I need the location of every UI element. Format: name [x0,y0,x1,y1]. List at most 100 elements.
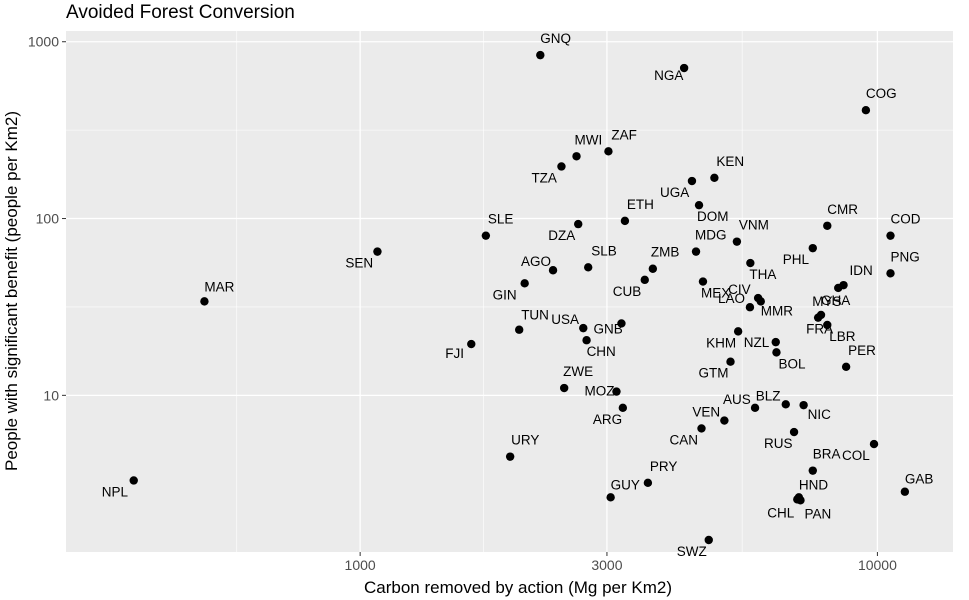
point-label-nga: NGA [654,68,683,83]
point-label-rus: RUS [764,436,793,451]
point-gnb [617,319,626,328]
point-label-tha: THA [749,267,776,282]
point-per [841,362,851,372]
point-label-moz: MOZ [584,384,614,399]
point-lao [745,303,755,312]
point-slb [584,263,593,272]
point-sen [373,247,382,256]
point-png [886,269,895,278]
point-nzl [771,337,780,347]
x-tick-label: 1000 [345,557,376,573]
point-eth [620,216,630,226]
point-zwe [559,383,569,393]
point-bra [808,466,817,475]
point-zmb [648,264,658,273]
point-aus [750,403,760,413]
point-swz [704,535,713,545]
point-mwi [572,152,581,161]
point-label-per: PER [848,343,876,358]
point-gtm [726,357,735,366]
point-dom [694,200,704,210]
point-label-ury: URY [511,433,539,448]
y-tick-label: 100 [36,211,60,227]
point-label-cod: COD [891,212,921,227]
y-tick-label: 10 [43,387,59,403]
point-cog [861,105,871,115]
point-blz [781,400,790,409]
point-label-can: CAN [669,432,698,447]
point-nga [679,63,689,73]
grid-lines [66,31,953,552]
point-tun [514,325,524,334]
point-guy [606,493,615,502]
point-ken [710,173,719,182]
plot-panel [66,31,953,552]
point-moz [612,387,621,396]
point-dza [574,219,583,229]
point-mys [834,283,843,293]
x-tick-label: 3000 [591,557,622,573]
point-pry [643,478,653,488]
point-mex [698,277,708,286]
point-fra [813,313,823,322]
point-cub [640,275,649,285]
point-label-aus: AUS [723,392,751,407]
point-label-dom: DOM [697,209,729,224]
axis-ticks: 1000 3000 10000 10 100 1000 [28,34,897,573]
point-label-cmr: CMR [827,202,858,217]
point-label-guy: GUY [611,477,640,492]
point-label-zaf: ZAF [611,127,637,142]
point-tha [746,258,755,268]
point-label-usa: USA [551,312,579,327]
point-label-swz: SWZ [677,544,707,559]
point-label-vnm: VNM [739,218,769,233]
point-label-gtm: GTM [699,366,729,381]
point-khm [733,327,743,336]
point-bol [772,348,781,357]
point-label-ago: AGO [521,254,551,269]
y-axis-title: People with significant benefit (people … [2,111,21,471]
x-axis-title: Carbon removed by action (Mg per Km2) [364,578,672,597]
point-label-gnb: GNB [593,321,622,336]
point-cmr [823,221,832,230]
point-rus [789,427,799,437]
point-sle [481,231,491,240]
point-label-gha: GHA [821,293,850,308]
x-tick-label: 10000 [858,557,897,573]
point-label-mmr: MMR [761,303,793,318]
point-label-fji: FJI [445,346,464,361]
point-phl [808,243,817,253]
point-label-arg: ARG [593,412,622,427]
point-label-mwi: MWI [575,132,603,147]
point-label-eth: ETH [627,197,654,212]
point-label-phl: PHL [783,252,810,267]
chart-title: Avoided Forest Conversion [66,2,295,23]
point-col [869,439,879,449]
point-label-sen: SEN [345,256,373,271]
point-label-cog: COG [866,86,897,101]
point-label-slb: SLB [591,243,617,258]
point-label-nzl: NZL [744,335,770,350]
point-gab [900,487,910,496]
point-label-gnq: GNQ [540,31,571,46]
point-label-nic: NIC [808,407,832,422]
point-label-pan: PAN [804,506,831,521]
point-label-ken: KEN [716,154,744,169]
point-chn [582,336,591,345]
point-vnm [732,237,742,246]
point-label-ven: VEN [692,405,720,420]
point-label-bol: BOL [778,356,806,371]
point-usa [579,323,588,333]
point-label-mex: MEX [701,286,730,301]
point-fji [467,339,476,349]
point-label-mdg: MDG [695,228,727,243]
point-cod [886,231,895,240]
point-ago [548,266,558,275]
point-label-bra: BRA [813,447,841,462]
point-uga [687,176,697,186]
point-label-chl: CHL [767,505,794,520]
point-label-cub: CUB [613,284,642,299]
point-arg [618,403,628,413]
point-label-idn: IDN [850,263,873,278]
